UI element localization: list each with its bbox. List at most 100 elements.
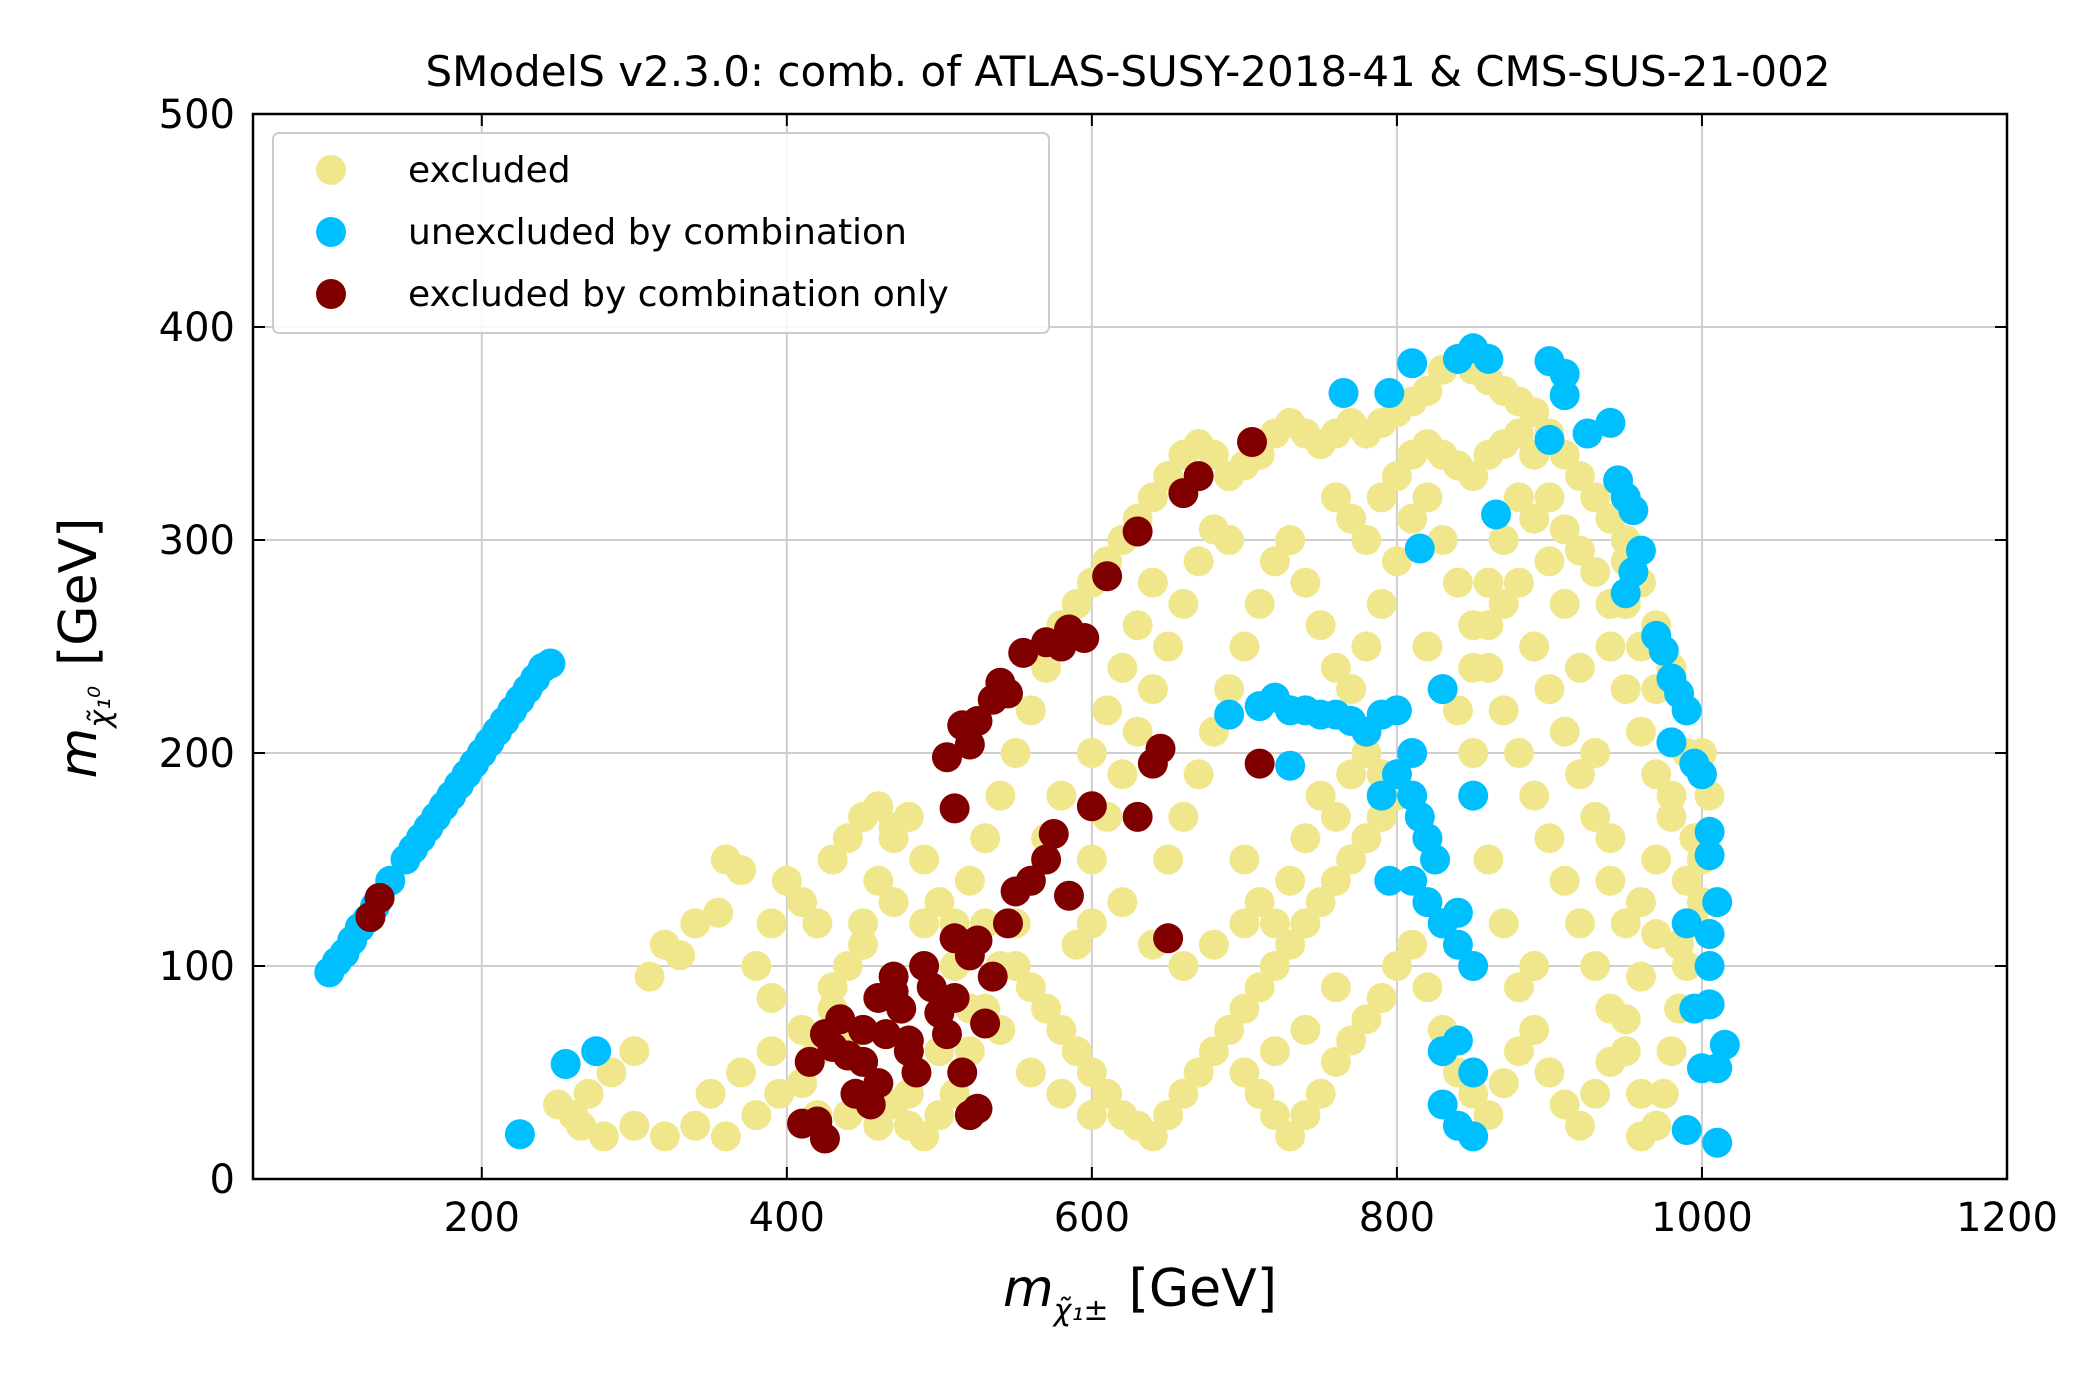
data-point <box>1183 461 1214 492</box>
x-tick-label: 400 <box>749 1195 825 1241</box>
data-point <box>703 897 734 928</box>
data-point <box>1580 951 1611 981</box>
data-point <box>550 1048 581 1079</box>
data-point <box>1625 1121 1656 1152</box>
data-point <box>1183 1057 1214 1088</box>
data-point <box>1107 652 1138 683</box>
data-point <box>1320 865 1351 896</box>
data-point <box>970 1008 1001 1039</box>
data-point <box>1336 1025 1367 1056</box>
data-point <box>1427 525 1458 555</box>
data-point <box>1076 791 1107 822</box>
data-point <box>1671 865 1702 896</box>
data-point <box>1595 503 1626 534</box>
data-point <box>1564 461 1595 492</box>
data-point <box>1244 972 1275 1003</box>
data-point <box>1381 461 1412 492</box>
data-point <box>1351 631 1382 662</box>
data-point <box>1290 1100 1321 1131</box>
data-point <box>787 887 818 918</box>
data-point <box>1381 951 1412 981</box>
data-point <box>1656 1036 1687 1067</box>
data-point <box>543 1089 574 1120</box>
data-point <box>1671 1115 1702 1146</box>
data-point <box>756 1036 787 1067</box>
data-point <box>619 1110 650 1141</box>
data-point <box>1503 567 1534 598</box>
data-point <box>1488 525 1519 555</box>
data-point <box>1702 1127 1733 1158</box>
data-point <box>832 823 863 854</box>
data-point <box>1488 588 1519 619</box>
data-point <box>1694 840 1725 871</box>
data-point <box>1046 780 1077 811</box>
data-point <box>1229 908 1260 939</box>
data-point <box>1397 738 1428 768</box>
data-point <box>1336 503 1367 534</box>
data-point <box>1549 380 1580 411</box>
data-point <box>1153 844 1184 875</box>
data-point <box>596 1057 627 1088</box>
data-point <box>1503 1036 1534 1067</box>
data-point <box>1503 418 1534 449</box>
data-point <box>832 951 863 981</box>
data-point <box>619 1036 650 1067</box>
data-point <box>1473 567 1504 598</box>
data-point <box>1473 844 1504 875</box>
data-point <box>1046 1014 1077 1045</box>
data-point <box>1137 567 1168 598</box>
data-point <box>741 1100 772 1131</box>
data-point <box>504 1119 535 1150</box>
data-point <box>1320 972 1351 1003</box>
data-point <box>1214 1014 1245 1045</box>
data-point <box>1442 1025 1473 1056</box>
data-point <box>1366 482 1397 513</box>
x-tick-label: 800 <box>1359 1195 1435 1241</box>
data-point <box>1549 865 1580 896</box>
data-point <box>1534 1057 1565 1088</box>
data-point <box>1168 1078 1199 1109</box>
data-point <box>1351 823 1382 854</box>
data-point <box>1519 631 1550 662</box>
data-point <box>939 923 970 954</box>
data-point <box>1519 780 1550 811</box>
data-point <box>1198 1036 1229 1067</box>
data-point <box>1198 439 1229 470</box>
data-point <box>977 961 1008 992</box>
data-point <box>848 1046 879 1077</box>
data-point <box>1107 887 1138 918</box>
data-point <box>1694 951 1725 981</box>
x-tick-label: 600 <box>1054 1195 1130 1241</box>
data-point <box>1305 780 1336 811</box>
data-point <box>1519 1014 1550 1045</box>
data-point <box>1595 407 1626 438</box>
data-point <box>916 972 947 1003</box>
data-point <box>1061 929 1092 960</box>
data-point <box>1397 348 1428 379</box>
data-point <box>1275 1121 1306 1152</box>
data-point <box>985 780 1016 811</box>
data-point <box>1595 631 1626 662</box>
data-point <box>1259 908 1290 939</box>
data-point <box>1320 652 1351 683</box>
data-point <box>1610 578 1641 609</box>
data-point <box>1412 972 1443 1003</box>
data-point <box>1259 951 1290 981</box>
data-point <box>1442 929 1473 960</box>
data-point <box>1595 823 1626 854</box>
data-point <box>909 844 940 875</box>
legend: excluded unexcluded by combination exclude… <box>272 132 1050 334</box>
data-point <box>1320 1046 1351 1077</box>
data-point <box>756 908 787 939</box>
data-point <box>1564 652 1595 683</box>
data-point <box>1671 908 1702 939</box>
data-point <box>787 1014 818 1045</box>
data-point <box>1625 716 1656 747</box>
data-point <box>1625 1078 1656 1109</box>
data-point <box>1595 865 1626 896</box>
data-point <box>1625 887 1656 918</box>
data-point <box>1549 716 1580 747</box>
data-point <box>634 961 665 992</box>
data-point <box>1381 695 1412 726</box>
plot-frame <box>251 112 2009 1181</box>
